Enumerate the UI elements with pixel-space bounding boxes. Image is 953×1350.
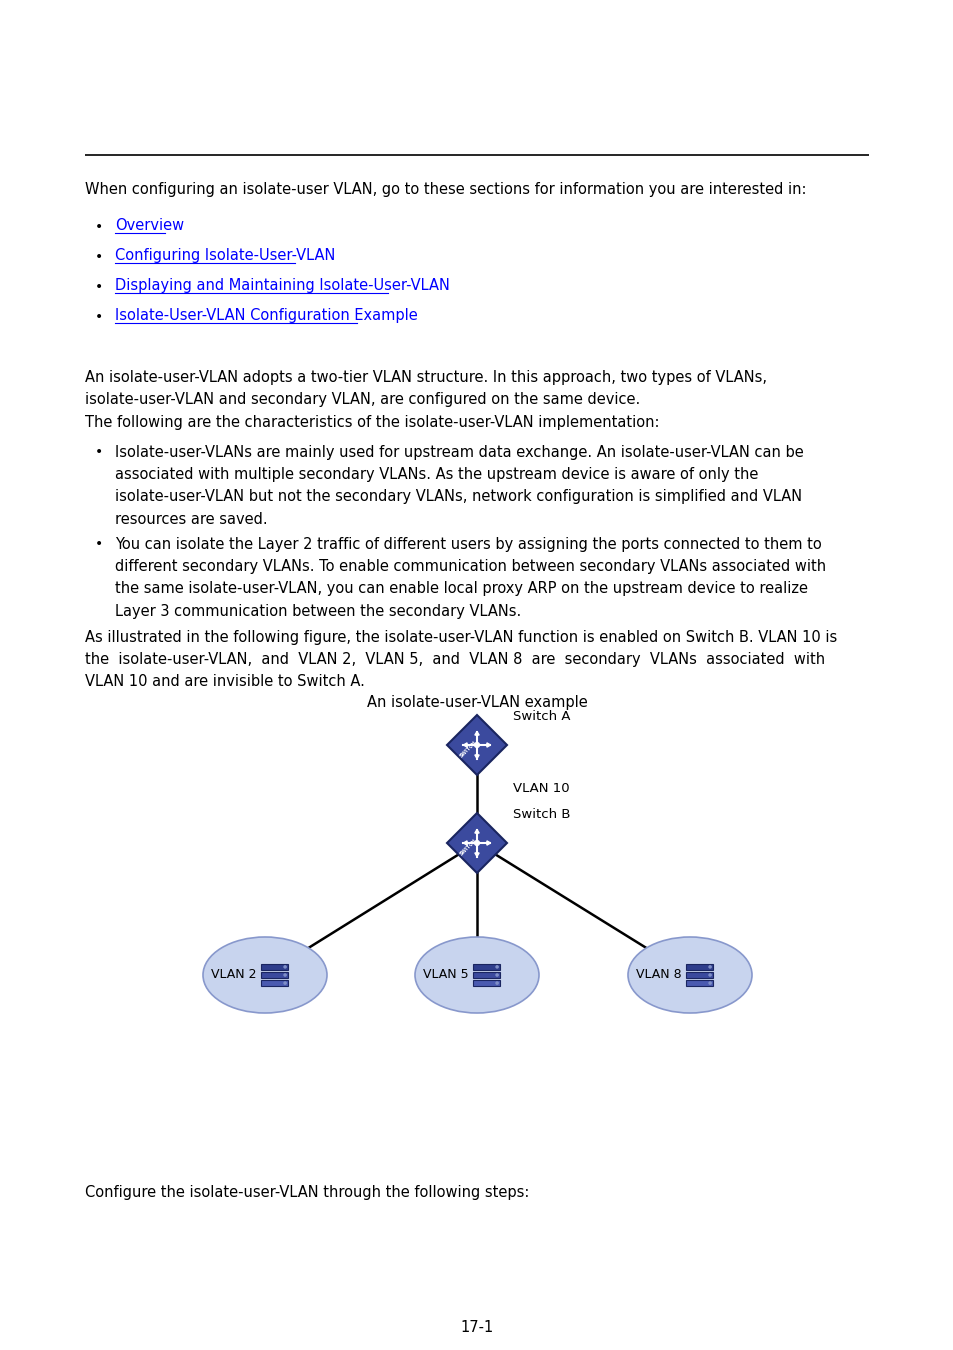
Text: The following are the characteristics of the isolate-user-VLAN implementation:: The following are the characteristics of… [85, 414, 659, 431]
Bar [473, 972, 499, 979]
Circle shape [284, 973, 286, 976]
Polygon shape [447, 813, 506, 873]
Text: VLAN 2: VLAN 2 [211, 968, 256, 981]
Text: •: • [95, 279, 103, 294]
Text: Isolate-user-VLANs are mainly used for upstream data exchange. An isolate-user-V: Isolate-user-VLANs are mainly used for u… [115, 446, 803, 526]
Text: When configuring an isolate-user VLAN, go to these sections for information you : When configuring an isolate-user VLAN, g… [85, 182, 805, 197]
Text: Switch B: Switch B [513, 809, 570, 822]
Text: Switch A: Switch A [513, 710, 570, 724]
Ellipse shape [627, 937, 751, 1012]
Circle shape [496, 981, 497, 984]
Bar [473, 964, 499, 971]
Circle shape [708, 973, 710, 976]
Circle shape [284, 981, 286, 984]
Text: Displaying and Maintaining Isolate-User-VLAN: Displaying and Maintaining Isolate-User-… [115, 278, 450, 293]
Text: As illustrated in the following figure, the isolate-user-VLAN function is enable: As illustrated in the following figure, … [85, 630, 837, 690]
Text: You can isolate the Layer 2 traffic of different users by assigning the ports co: You can isolate the Layer 2 traffic of d… [115, 537, 825, 618]
Circle shape [496, 965, 497, 968]
Polygon shape [475, 732, 478, 736]
Bar [473, 980, 499, 987]
Bar [260, 972, 288, 979]
Text: VLAN 8: VLAN 8 [636, 968, 680, 981]
Circle shape [474, 743, 479, 748]
Circle shape [708, 965, 710, 968]
Bar [685, 964, 712, 971]
Text: Overview: Overview [115, 217, 184, 234]
Text: •: • [95, 310, 103, 324]
Circle shape [284, 965, 286, 968]
Text: VLAN 5: VLAN 5 [422, 968, 468, 981]
Bar [260, 980, 288, 987]
Polygon shape [475, 829, 478, 833]
Text: Configure the isolate-user-VLAN through the following steps:: Configure the isolate-user-VLAN through … [85, 1185, 529, 1200]
Circle shape [708, 981, 710, 984]
Text: An isolate-user-VLAN example: An isolate-user-VLAN example [366, 695, 587, 710]
Circle shape [496, 973, 497, 976]
Text: SWITCH: SWITCH [458, 740, 477, 759]
Bar [260, 964, 288, 971]
Polygon shape [475, 755, 478, 759]
Ellipse shape [415, 937, 538, 1012]
Text: •: • [95, 537, 103, 551]
Bar [685, 980, 712, 987]
Text: SWITCH: SWITCH [458, 838, 477, 857]
Text: Configuring Isolate-User-VLAN: Configuring Isolate-User-VLAN [115, 248, 335, 263]
Polygon shape [475, 853, 478, 856]
Circle shape [474, 841, 479, 845]
Polygon shape [486, 841, 490, 845]
Bar [685, 972, 712, 979]
Text: 17-1: 17-1 [460, 1320, 493, 1335]
Polygon shape [463, 841, 467, 845]
Text: VLAN 10: VLAN 10 [513, 783, 569, 795]
Polygon shape [447, 716, 506, 775]
Text: •: • [95, 220, 103, 234]
Text: Isolate-User-VLAN Configuration Example: Isolate-User-VLAN Configuration Example [115, 308, 417, 323]
Polygon shape [463, 743, 467, 747]
Text: •: • [95, 446, 103, 459]
Text: An isolate-user-VLAN adopts a two-tier VLAN structure. In this approach, two typ: An isolate-user-VLAN adopts a two-tier V… [85, 370, 766, 408]
Ellipse shape [203, 937, 327, 1012]
Polygon shape [486, 743, 490, 747]
Text: •: • [95, 250, 103, 265]
